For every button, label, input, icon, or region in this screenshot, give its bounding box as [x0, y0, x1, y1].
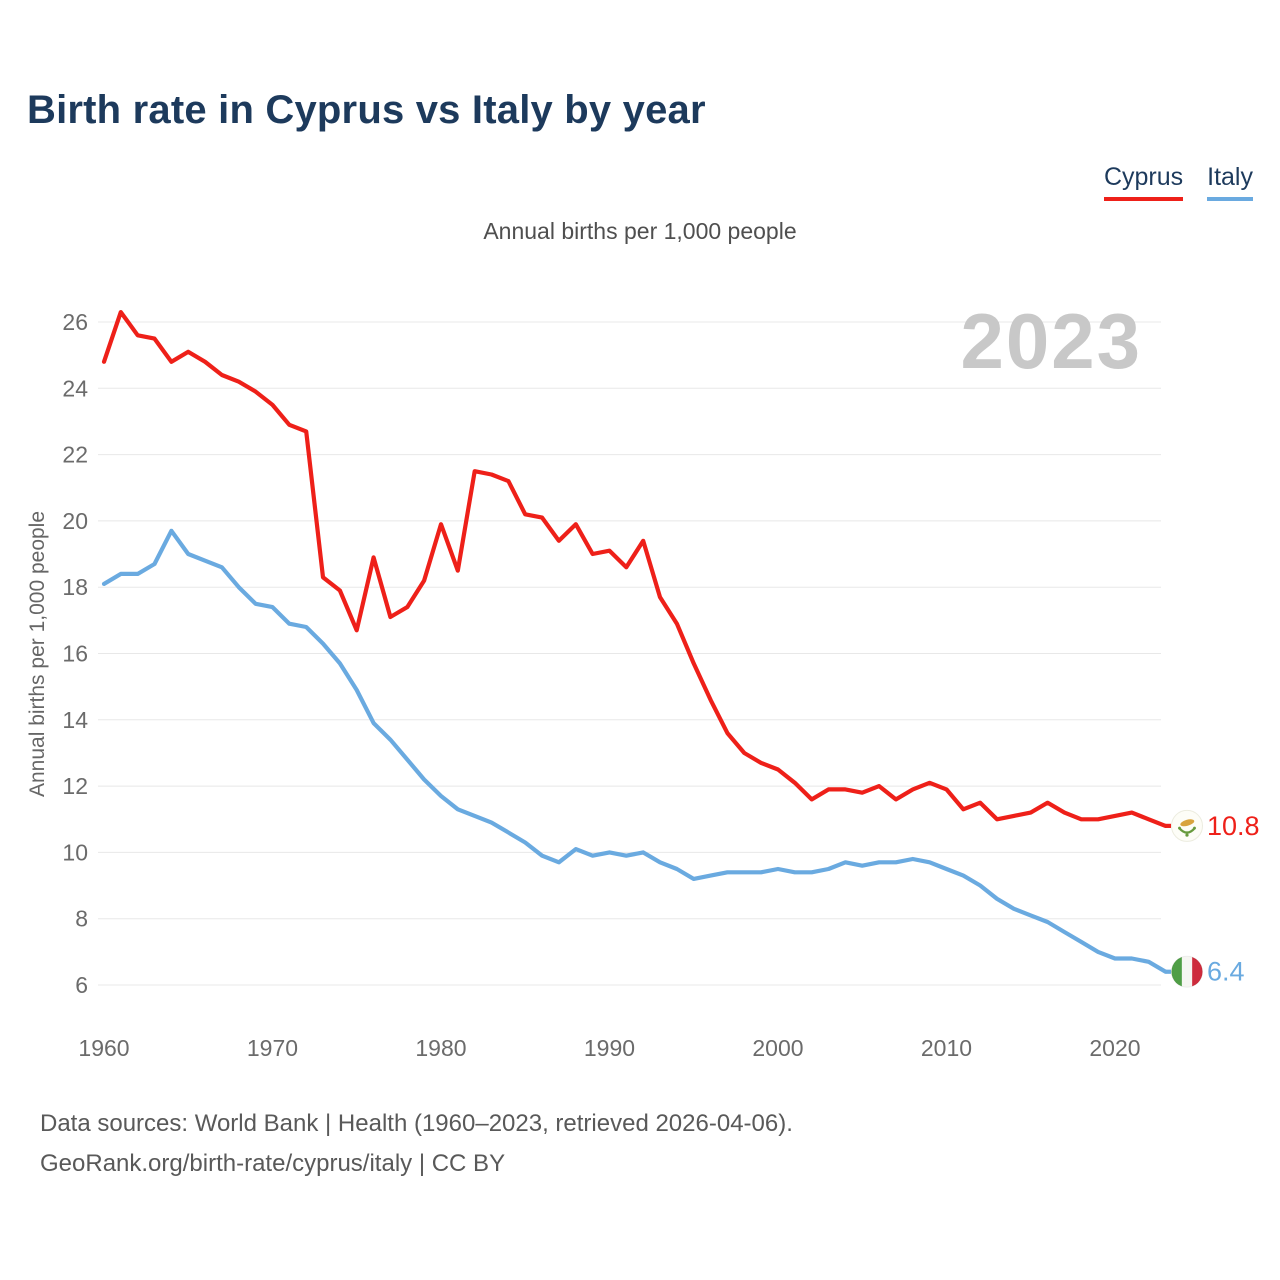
y-tick-label: 8	[75, 906, 88, 932]
x-tick-label: 2000	[752, 1035, 803, 1061]
y-tick-label: 24	[62, 375, 88, 401]
y-tick-label: 20	[62, 508, 88, 534]
y-axis-title: Annual births per 1,000 people	[26, 511, 49, 797]
legend-item-italy[interactable]: Italy	[1207, 163, 1253, 201]
y-tick-label: 16	[62, 641, 88, 667]
series-line-cyprus	[101, 310, 1168, 829]
x-tick-label: 1990	[584, 1035, 635, 1061]
footer-attribution-line[interactable]: GeoRank.org/birth-rate/cyprus/italy | CC…	[40, 1150, 506, 1177]
x-tick-label: 1970	[247, 1035, 298, 1061]
watermark-year: 2023	[960, 297, 1142, 385]
footer: Data sources: World Bank | Health (1960–…	[40, 1104, 793, 1184]
x-tick-label: 2020	[1089, 1035, 1140, 1061]
y-tick-label: 26	[62, 309, 88, 335]
italy-flag-icon	[1171, 955, 1203, 988]
series-line-italy	[101, 528, 1168, 974]
y-tick-label: 12	[62, 773, 88, 799]
y-tick-label: 22	[62, 442, 88, 468]
cyprus-flag-icon	[1171, 809, 1203, 842]
x-tick-label: 1960	[78, 1035, 129, 1061]
footer-sources-line: Data sources: World Bank | Health (1960–…	[40, 1110, 793, 1137]
page-title: Birth rate in Cyprus vs Italy by year	[27, 88, 706, 132]
end-value-label-cyprus: 10.8	[1207, 811, 1260, 841]
legend-item-cyprus[interactable]: Cyprus	[1103, 163, 1184, 201]
x-tick-label: 1980	[415, 1035, 466, 1061]
end-value-label-italy: 6.4	[1207, 957, 1245, 987]
chart-legend: Cyprus Italy	[1103, 163, 1253, 201]
chart-subtitle: Annual births per 1,000 people	[483, 218, 797, 244]
y-tick-label: 14	[62, 707, 88, 733]
x-tick-label: 2010	[921, 1035, 972, 1061]
y-tick-label: 10	[62, 839, 88, 865]
y-tick-label: 6	[75, 972, 88, 998]
y-tick-label: 18	[62, 574, 88, 600]
